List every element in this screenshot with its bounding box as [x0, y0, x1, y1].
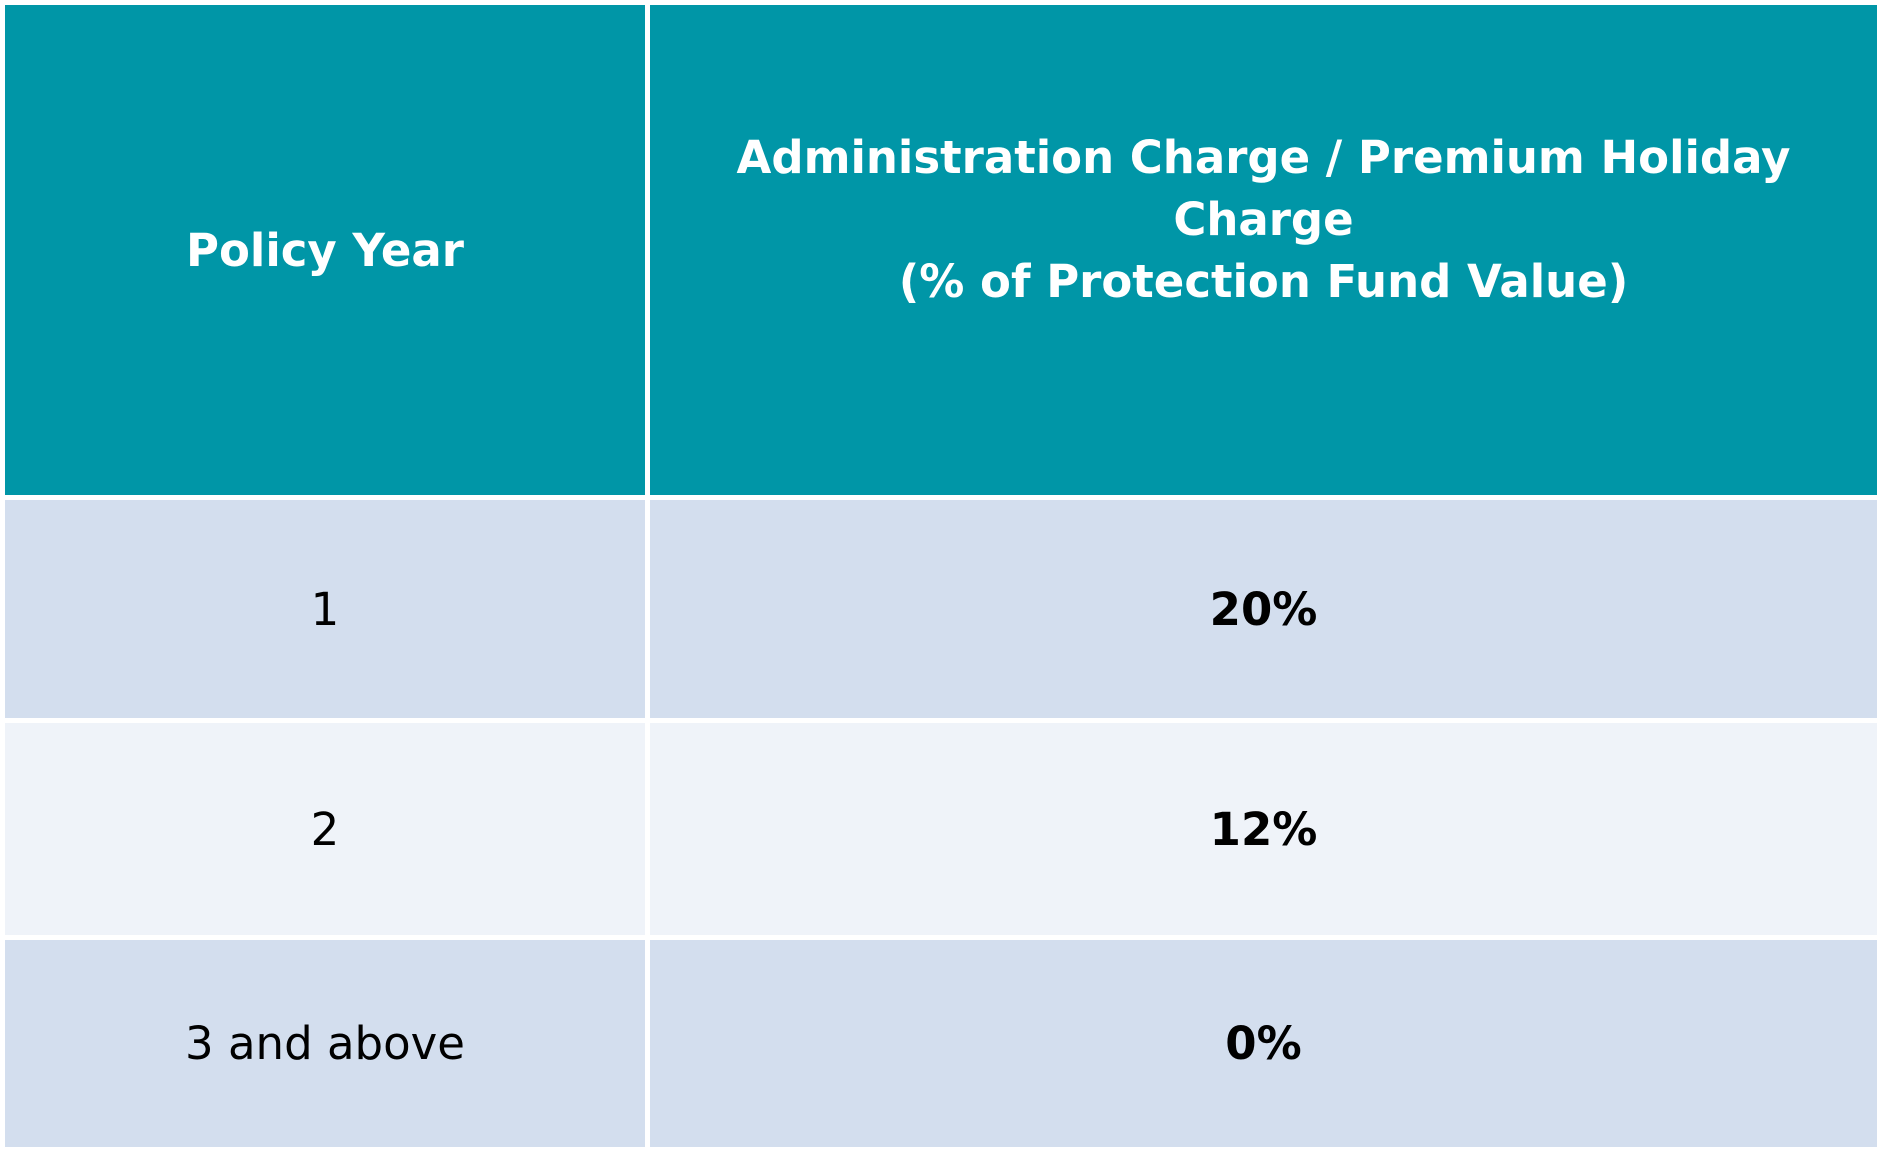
- charge-header-line-3: (% of Protection Fund Value): [898, 255, 1629, 308]
- table-row: 3 and above 0%: [5, 935, 1877, 1147]
- charge-value-cell: 0%: [650, 935, 1877, 1147]
- table-row: 2 12%: [5, 718, 1877, 935]
- charge-header-line-2: Charge: [1173, 193, 1354, 246]
- charge-table: Policy Year Administration Charge / Prem…: [5, 5, 1877, 1147]
- header-charge: Administration Charge / Premium Holiday …: [650, 5, 1877, 495]
- policy-year-cell: 3 and above: [5, 935, 650, 1147]
- table-header-row: Policy Year Administration Charge / Prem…: [5, 5, 1877, 495]
- charge-header-line-1: Administration Charge / Premium Holiday: [736, 131, 1791, 184]
- policy-year-cell: 1: [5, 495, 650, 718]
- charge-value-cell: 12%: [650, 718, 1877, 935]
- charge-value-cell: 20%: [650, 495, 1877, 718]
- policy-year-cell: 2: [5, 718, 650, 935]
- header-policy-year: Policy Year: [5, 5, 650, 495]
- charge-header-text: Administration Charge / Premium Holiday …: [650, 127, 1877, 373]
- table-row: 1 20%: [5, 495, 1877, 718]
